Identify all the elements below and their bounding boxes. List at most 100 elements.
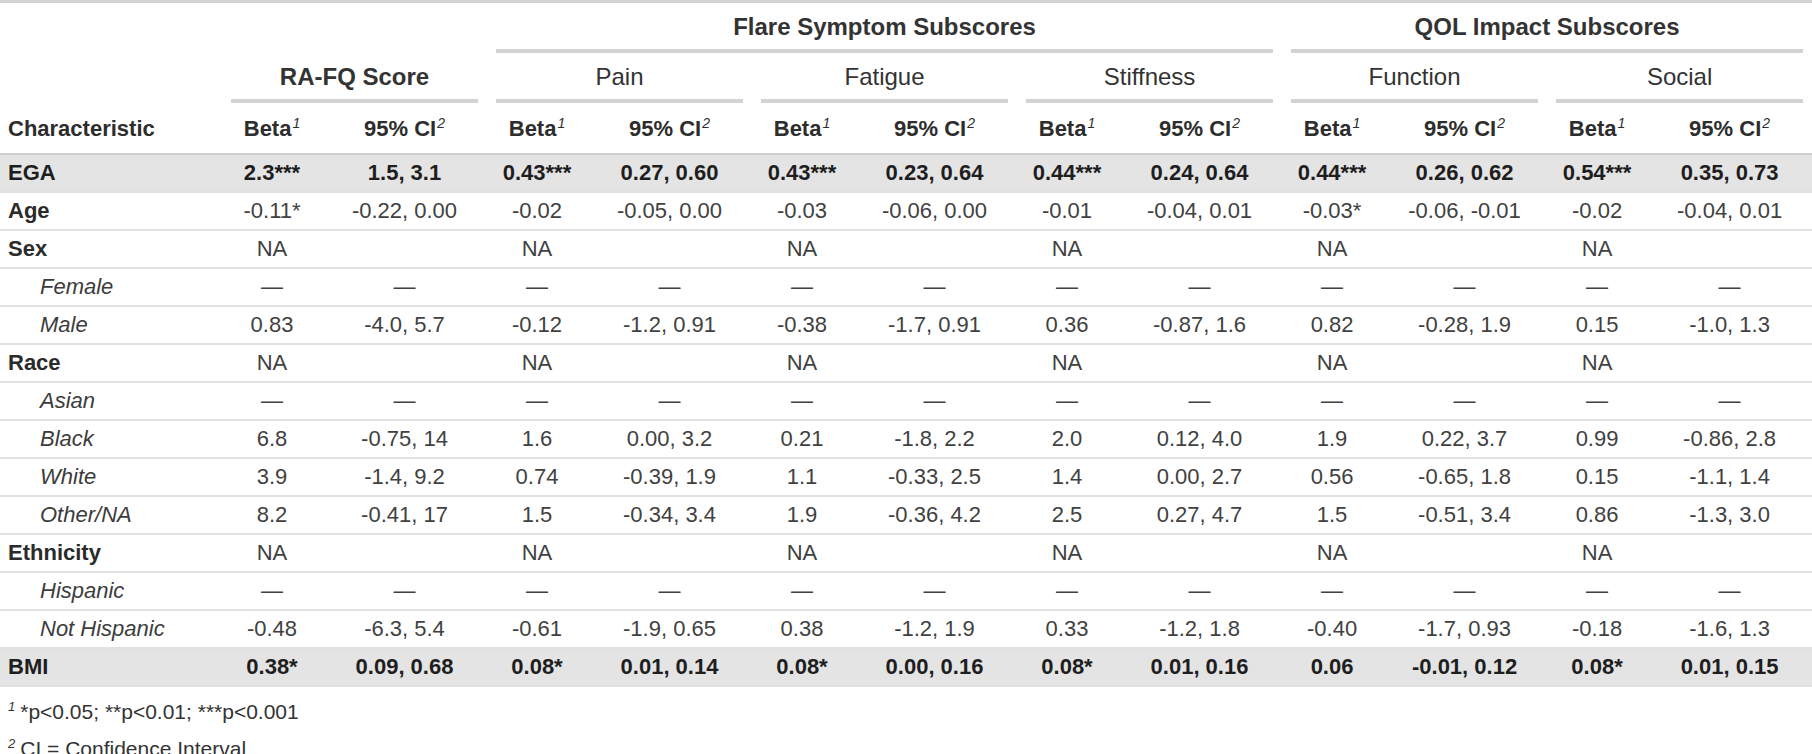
beta-value: —: [1282, 572, 1382, 610]
beta-value: —: [487, 268, 587, 306]
beta-value: NA: [1282, 344, 1382, 382]
ci-value: -0.86, 2.8: [1647, 420, 1812, 458]
group-label: Stiffness: [1026, 53, 1273, 103]
beta-value: 2.0: [1017, 420, 1117, 458]
spanner-flare-label: Flare Symptom Subscores: [496, 3, 1273, 53]
ci-value: [1117, 344, 1282, 382]
beta-value: —: [487, 382, 587, 420]
beta-header-fatigue: Beta1: [752, 103, 852, 154]
beta-value: NA: [487, 344, 587, 382]
beta-value: 2.3***: [222, 154, 322, 192]
beta-value: NA: [1282, 230, 1382, 268]
beta-value: 0.33: [1017, 610, 1117, 648]
beta-value: 1.6: [487, 420, 587, 458]
ci-value: [1382, 534, 1547, 572]
footnote-marker: 1: [557, 115, 565, 131]
table-row-female: Female————————————: [0, 268, 1812, 306]
beta-value: 1.9: [1282, 420, 1382, 458]
ci-header-fatigue-label: 95% CI: [894, 116, 966, 141]
ci-value: [322, 230, 487, 268]
beta-value: —: [752, 382, 852, 420]
row-label: Age: [0, 192, 222, 230]
ci-header-ra-fq-score-label: 95% CI: [364, 116, 436, 141]
footnote-pvalues: 1*p<0.05; **p<0.01; ***p<0.001: [0, 686, 1812, 729]
ci-value: -0.34, 3.4: [587, 496, 752, 534]
ci-value: [1382, 344, 1547, 382]
footnote-text: CI = Confidence Interval: [20, 737, 246, 754]
footnote-marker: 2: [437, 115, 445, 131]
beta-value: 0.38*: [222, 648, 322, 686]
beta-value: NA: [1017, 344, 1117, 382]
beta-value: —: [222, 382, 322, 420]
ci-value: [1117, 230, 1282, 268]
ci-value: -0.04, 0.01: [1117, 192, 1282, 230]
beta-header-stiffness: Beta1: [1017, 103, 1117, 154]
ci-value: -0.65, 1.8: [1382, 458, 1547, 496]
beta-value: 0.99: [1547, 420, 1647, 458]
beta-value: —: [1547, 572, 1647, 610]
table-row-male: Male0.83-4.0, 5.7-0.12-1.2, 0.91-0.38-1.…: [0, 306, 1812, 344]
table-footnotes: 1*p<0.05; **p<0.01; ***p<0.001 2 CI = Con…: [0, 686, 1812, 754]
group-header-fatigue: Fatigue: [752, 53, 1017, 103]
ci-value: —: [1382, 382, 1547, 420]
table-row-race: RaceNANANANANANA: [0, 344, 1812, 382]
beta-value: -0.38: [752, 306, 852, 344]
ci-value: -1.7, 0.93: [1382, 610, 1547, 648]
ci-value: —: [322, 572, 487, 610]
group-header-stiffness: Stiffness: [1017, 53, 1282, 103]
group-label: RA-FQ Score: [231, 53, 478, 103]
footnote-marker: 2: [702, 115, 710, 131]
ci-value: -0.04, 0.01: [1647, 192, 1812, 230]
ci-value: [1647, 344, 1812, 382]
row-label: Ethnicity: [0, 534, 222, 572]
beta-value: NA: [222, 230, 322, 268]
ci-value: -4.0, 5.7: [322, 306, 487, 344]
beta-value: —: [487, 572, 587, 610]
table-row-age: Age-0.11*-0.22, 0.00-0.02-0.05, 0.00-0.0…: [0, 192, 1812, 230]
row-label: BMI: [0, 648, 222, 686]
beta-value: —: [1547, 382, 1647, 420]
beta-value: NA: [222, 344, 322, 382]
ci-value: 0.01, 0.14: [587, 648, 752, 686]
ci-header-ra-fq-score: 95% CI2: [322, 103, 487, 154]
beta-value: 0.08*: [487, 648, 587, 686]
ci-value: [322, 534, 487, 572]
footnote-marker: 2: [8, 736, 15, 751]
ci-value: 0.23, 0.64: [852, 154, 1017, 192]
row-label: Black: [0, 420, 222, 458]
ci-header-social-label: 95% CI: [1689, 116, 1761, 141]
beta-value: 3.9: [222, 458, 322, 496]
table-header: Flare Symptom Subscores QOL Impact Subsc…: [0, 2, 1812, 155]
beta-value: NA: [1017, 230, 1117, 268]
ci-value: —: [587, 268, 752, 306]
ci-value: [322, 344, 487, 382]
beta-header-pain-label: Beta: [509, 116, 557, 141]
row-label: Hispanic: [0, 572, 222, 610]
ci-value: -0.22, 0.00: [322, 192, 487, 230]
ci-header-social: 95% CI2: [1647, 103, 1812, 154]
beta-value: 0.08*: [752, 648, 852, 686]
top-spanner-blank: [0, 2, 487, 54]
footnote-marker: 1: [292, 115, 300, 131]
footnote-marker: 1: [8, 699, 15, 714]
ci-value: [1382, 230, 1547, 268]
ci-value: -1.1, 1.4: [1647, 458, 1812, 496]
beta-value: 0.15: [1547, 458, 1647, 496]
ci-value: -1.7, 0.91: [852, 306, 1017, 344]
beta-value: -0.03*: [1282, 192, 1382, 230]
ci-value: [587, 534, 752, 572]
beta-value: 0.74: [487, 458, 587, 496]
table-row-ega: EGA2.3***1.5, 3.10.43***0.27, 0.600.43**…: [0, 154, 1812, 192]
ci-header-pain: 95% CI2: [587, 103, 752, 154]
beta-value: 8.2: [222, 496, 322, 534]
ci-value: —: [1117, 572, 1282, 610]
beta-value: —: [1017, 572, 1117, 610]
beta-value: —: [1017, 268, 1117, 306]
beta-value: 0.56: [1282, 458, 1382, 496]
ci-value: 0.01, 0.15: [1647, 648, 1812, 686]
ci-value: -0.87, 1.6: [1117, 306, 1282, 344]
table-row-not-hispanic: Not Hispanic-0.48-6.3, 5.4-0.61-1.9, 0.6…: [0, 610, 1812, 648]
footnote-marker: 1: [1352, 115, 1360, 131]
beta-value: —: [1017, 382, 1117, 420]
ci-header-function: 95% CI2: [1382, 103, 1547, 154]
